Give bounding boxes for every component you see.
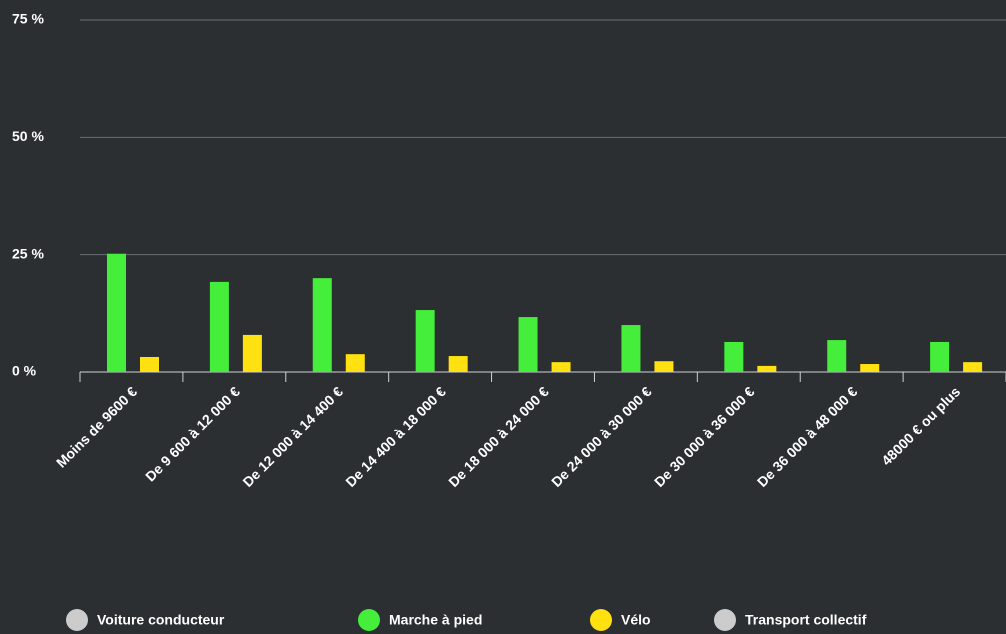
legend-label: Marche à pied	[389, 612, 482, 628]
legend-label: Vélo	[621, 612, 651, 628]
legend-swatch	[66, 609, 88, 631]
bar	[860, 364, 880, 372]
legend-label: Transport collectif	[745, 612, 867, 628]
x-tick-label: 48000 € ou plus	[878, 383, 963, 468]
legend-label: Voiture conducteur	[97, 612, 225, 628]
legend-item[interactable]: Voiture conducteur	[66, 609, 225, 631]
bar	[551, 362, 571, 372]
bar	[312, 278, 332, 372]
x-tick-label: De 12 000 à 14 400 €	[239, 383, 346, 490]
x-tick-label: De 36 000 à 48 000 €	[754, 383, 861, 490]
y-tick-label: 75 %	[12, 11, 44, 27]
bar	[724, 341, 744, 372]
bar	[757, 365, 777, 372]
y-tick-label: 50 %	[12, 128, 44, 144]
bar	[415, 310, 435, 372]
legend-item[interactable]: Marche à pied	[358, 609, 482, 631]
bar	[930, 341, 950, 372]
legend-item[interactable]: Vélo	[590, 609, 651, 631]
legend-swatch	[590, 609, 612, 631]
x-tick-label: Moins de 9600 €	[53, 383, 140, 470]
legend-swatch	[714, 609, 736, 631]
x-tick-label: De 14 400 à 18 000 €	[342, 383, 449, 490]
x-tick-label: De 18 000 à 24 000 €	[445, 383, 552, 490]
bar	[827, 340, 847, 372]
bar	[963, 362, 983, 372]
bar	[140, 356, 159, 372]
bar	[209, 281, 229, 372]
bar	[621, 325, 641, 372]
bar	[107, 253, 126, 372]
bar	[242, 334, 262, 372]
bar	[345, 354, 365, 372]
y-tick-label: 25 %	[12, 245, 44, 261]
x-tick-label: De 24 000 à 30 000 €	[548, 383, 655, 490]
x-tick-label: De 30 000 à 36 000 €	[651, 383, 758, 490]
y-tick-label: 0 %	[12, 363, 37, 379]
bar	[654, 361, 674, 372]
legend-swatch	[358, 609, 380, 631]
bar	[448, 356, 468, 372]
x-tick-label: De 9 600 à 12 000 €	[142, 383, 243, 484]
bar	[518, 317, 538, 372]
legend-item[interactable]: Transport collectif	[714, 609, 867, 631]
